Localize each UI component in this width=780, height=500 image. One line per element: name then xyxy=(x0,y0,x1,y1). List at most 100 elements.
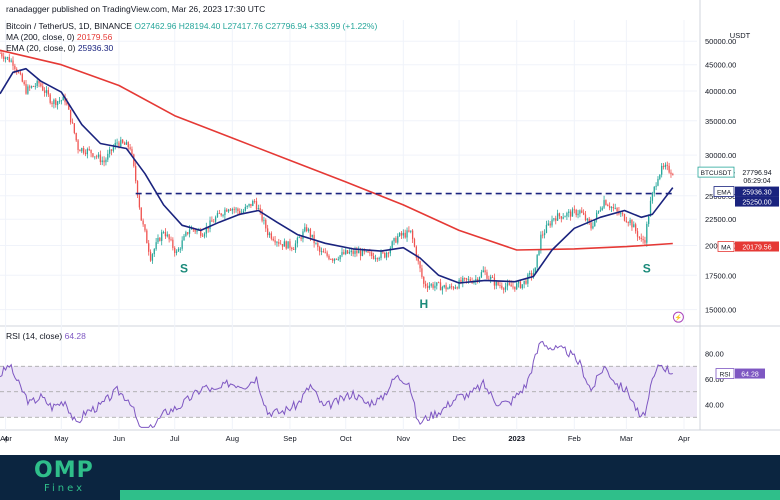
candle-body xyxy=(627,222,629,224)
candle-body xyxy=(668,165,670,173)
candle-body xyxy=(55,99,57,106)
candle-body xyxy=(534,267,536,273)
candle-body xyxy=(659,174,661,179)
candle-body xyxy=(81,148,83,152)
candle-body xyxy=(555,218,557,221)
btcusdt-countdown-text: 06:29:04 xyxy=(743,178,770,185)
candle-body xyxy=(608,206,611,208)
candle-body xyxy=(664,164,667,167)
candle-body xyxy=(411,230,414,240)
candle-body xyxy=(129,147,131,150)
candle-body xyxy=(642,238,644,241)
candle-body xyxy=(133,154,135,167)
candle-body xyxy=(127,142,129,148)
candle-body xyxy=(118,142,120,147)
candle-body xyxy=(226,209,228,212)
candle-body xyxy=(231,209,233,211)
candle-body xyxy=(239,211,241,214)
candle-body xyxy=(588,218,590,223)
candle-body xyxy=(393,238,395,242)
candle-body xyxy=(562,217,564,219)
candle-body xyxy=(434,285,436,288)
candle-body xyxy=(456,287,458,289)
candle-body xyxy=(53,99,55,105)
candle-body xyxy=(369,252,371,254)
candle-body xyxy=(170,239,172,241)
candle-body xyxy=(517,281,520,284)
candle-body xyxy=(47,90,49,95)
candle-body xyxy=(387,252,390,254)
candle-body xyxy=(592,226,594,229)
candle-body xyxy=(250,203,252,207)
candle-body xyxy=(395,238,397,243)
rsi-tick-label: 60.00 xyxy=(705,375,724,384)
candle-body xyxy=(315,243,317,244)
rsi-tick-label: 80.00 xyxy=(705,350,724,359)
candle-body xyxy=(503,288,505,290)
candle-body xyxy=(644,240,646,243)
candle-body xyxy=(566,212,568,217)
price-tick-label: 17500.00 xyxy=(705,271,736,280)
candle-body xyxy=(458,280,460,289)
candle-body xyxy=(135,166,137,181)
candle-body xyxy=(281,244,284,247)
candle-body xyxy=(451,286,453,288)
candle-body xyxy=(149,251,152,261)
candle-body xyxy=(324,252,326,254)
candle-body xyxy=(382,251,384,253)
candle-body xyxy=(478,277,481,282)
candle-body xyxy=(558,213,561,217)
candle-body xyxy=(166,234,168,237)
candle-body xyxy=(177,248,180,252)
candle-body xyxy=(491,276,494,278)
candle-body xyxy=(384,252,386,258)
candle-body xyxy=(428,285,431,288)
candle-body xyxy=(657,178,659,186)
candle-body xyxy=(276,242,278,243)
candle-body xyxy=(103,160,105,163)
candle-body xyxy=(253,200,256,202)
candle-body xyxy=(209,220,211,229)
candle-body xyxy=(196,230,198,232)
rsi-legend-value: 64.28 xyxy=(64,331,86,341)
candle-body xyxy=(391,241,393,248)
candle-body xyxy=(255,201,258,210)
candle-body xyxy=(623,214,626,221)
candle-body xyxy=(274,240,276,243)
candle-body xyxy=(218,213,220,214)
candle-body xyxy=(649,200,652,217)
ma200-line xyxy=(0,49,673,251)
candle-body xyxy=(464,277,466,279)
candle-body xyxy=(34,86,36,87)
rsi-value-text: 64.28 xyxy=(741,372,759,379)
candle-body xyxy=(224,209,226,216)
candle-body xyxy=(551,219,553,226)
candle-body xyxy=(8,57,10,62)
candle-body xyxy=(153,249,155,255)
candle-body xyxy=(319,247,321,252)
candle-body xyxy=(547,223,549,225)
candle-body xyxy=(595,212,598,220)
chart-canvas[interactable]: USDT15000.0017500.0020000.0022500.002500… xyxy=(0,0,780,455)
candle-body xyxy=(179,248,181,250)
candle-body xyxy=(385,252,388,258)
candle-body xyxy=(125,142,128,145)
candle-body xyxy=(285,241,287,249)
candle-body xyxy=(49,94,51,103)
candle-body xyxy=(441,287,444,291)
candle-body xyxy=(352,250,354,254)
candle-body xyxy=(402,232,404,236)
candle-body xyxy=(437,282,440,284)
candle-body xyxy=(549,223,551,226)
candle-body xyxy=(477,279,479,282)
candle-body xyxy=(157,237,159,243)
btcusdt-name-text: BTCUSDT xyxy=(701,170,732,177)
candle-body xyxy=(77,140,79,150)
price-tick-label: 35000.00 xyxy=(705,117,736,126)
candle-body xyxy=(307,229,310,231)
ema-legend-label: EMA (20, close, 0) xyxy=(6,43,76,53)
candle-body xyxy=(200,230,202,236)
btcusdt-value-tag xyxy=(735,167,779,186)
candle-body xyxy=(612,207,615,209)
candle-body xyxy=(359,250,362,256)
